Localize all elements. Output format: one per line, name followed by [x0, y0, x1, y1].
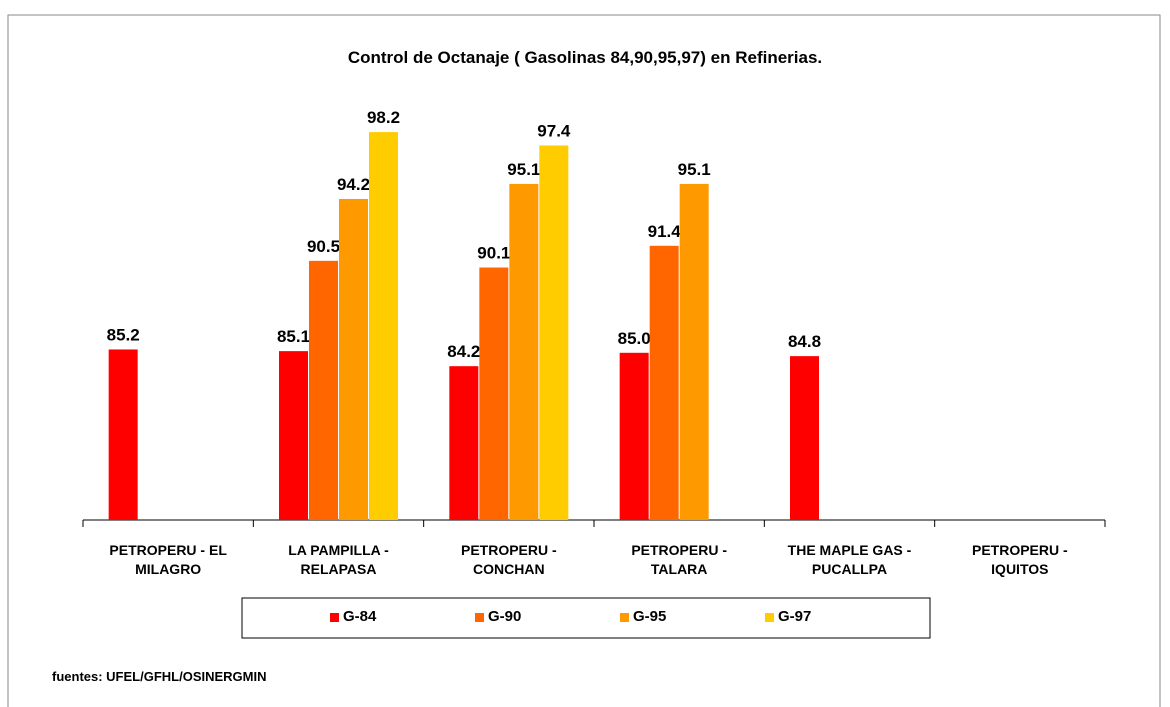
- legend-item: G-90: [475, 607, 521, 627]
- legend-label: G-90: [488, 608, 522, 625]
- data-label: 85.0: [618, 329, 651, 348]
- data-label: 98.2: [367, 108, 400, 127]
- bar: [369, 132, 398, 520]
- legend-box: [241, 597, 931, 639]
- legend-label: G-97: [778, 608, 812, 625]
- data-label: 90.1: [477, 244, 510, 263]
- frame: [7, 14, 1161, 707]
- bar: [679, 183, 709, 521]
- chart-title: Control de Octanaje ( Gasolinas 84,90,95…: [348, 48, 822, 67]
- data-label: 91.4: [648, 222, 682, 241]
- source-note: fuentes: UFEL/GFHL/OSINERGMIN: [52, 669, 267, 684]
- data-label: 85.1: [277, 327, 310, 346]
- legend-label: G-95: [633, 608, 667, 625]
- bar: [479, 267, 509, 520]
- bar: [790, 356, 819, 520]
- legend-item: G-97: [765, 607, 811, 627]
- x-tick-label: PETROPERU - TALARA: [631, 542, 727, 577]
- x-tick-label: PETROPERU - EL MILAGRO: [109, 542, 227, 577]
- data-label: 95.1: [678, 160, 711, 179]
- bar: [649, 245, 679, 521]
- bar: [309, 260, 338, 520]
- bar: [279, 351, 308, 520]
- x-tick-label: THE MAPLE GAS - PUCALLPA: [787, 542, 912, 577]
- data-label: 97.4: [537, 121, 571, 140]
- data-label: 84.2: [447, 342, 480, 361]
- bar: [108, 349, 138, 520]
- bar: [449, 366, 479, 520]
- bar: [619, 352, 649, 520]
- legend-item: G-84: [330, 607, 376, 627]
- bar: [539, 145, 569, 521]
- legend-swatch: [765, 612, 774, 622]
- data-label: 94.2: [337, 175, 370, 194]
- legend-swatch: [475, 612, 484, 622]
- data-label: 84.8: [788, 332, 821, 351]
- data-label: 85.2: [107, 325, 140, 344]
- legend-swatch: [620, 612, 629, 622]
- x-tick-label: PETROPERU - IQUITOS: [971, 542, 1068, 577]
- x-tick-label: PETROPERU - CONCHAN: [460, 542, 557, 577]
- legend-label: G-84: [343, 608, 377, 625]
- legend-swatch: [330, 612, 339, 622]
- bar: [339, 198, 368, 520]
- x-tick-label: LA PAMPILLA - RELAPASA: [288, 542, 389, 577]
- legend-item: G-95: [620, 607, 666, 627]
- data-label: 90.5: [307, 237, 340, 256]
- data-label: 95.1: [507, 160, 540, 179]
- bar: [509, 183, 539, 521]
